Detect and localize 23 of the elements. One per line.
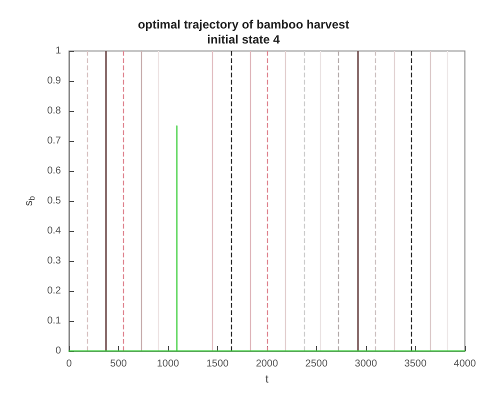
y-tick-label: 0.1 [47, 316, 62, 326]
x-axis-title: t [265, 373, 268, 386]
y-tick-label: 0.8 [47, 106, 62, 116]
x-tick-label: 2000 [256, 358, 278, 370]
y-tick-label: 0.3 [47, 256, 62, 266]
x-tick-label: 3000 [354, 358, 378, 370]
y-tick-label: 0.9 [47, 76, 62, 86]
x-tick-label: 3500 [404, 358, 427, 370]
y-tick-label: 0.6 [47, 166, 62, 176]
x-tick-label: 1500 [206, 358, 230, 370]
y-tick-label: 1 [55, 46, 62, 56]
x-tick-label: 0 [66, 358, 72, 370]
x-tick-label: 500 [110, 358, 128, 370]
x-tick-label: 1000 [156, 358, 180, 370]
x-tick-label: 4000 [454, 358, 476, 370]
x-tick-label: 2500 [305, 358, 328, 370]
y-tick-label: 0.5 [47, 196, 62, 206]
y-axis-title: sb [23, 195, 37, 206]
chart-title: optimal trajectory of bamboo harvest initial state 4 [138, 18, 350, 46]
y-tick-label: 0.4 [47, 226, 62, 236]
y-tick-label: 0.7 [47, 136, 62, 146]
y-tick-label: 0.2 [47, 286, 62, 296]
y-tick-label: 0 [55, 346, 62, 356]
